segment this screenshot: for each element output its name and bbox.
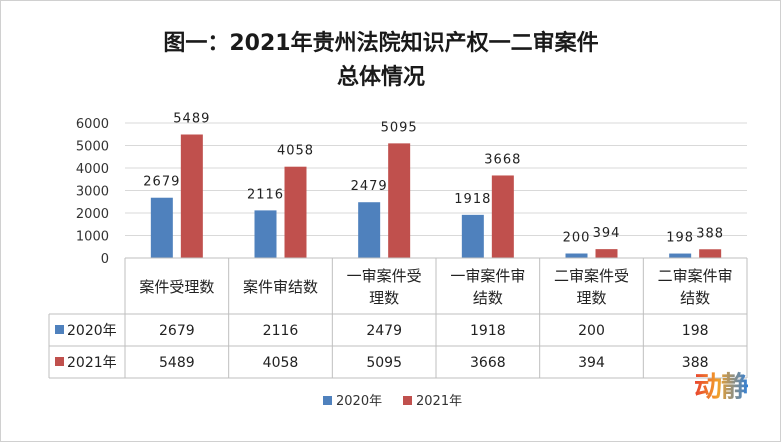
bar bbox=[595, 249, 618, 258]
y-tick-label: 6000 bbox=[76, 117, 109, 132]
table-series-name: 2020年 bbox=[67, 323, 117, 339]
legend: 2020年 2021年 bbox=[323, 394, 462, 409]
category-label: 结数 bbox=[680, 289, 710, 307]
bar bbox=[461, 214, 484, 258]
table-cell-value: 394 bbox=[578, 355, 605, 371]
category-label: 结数 bbox=[473, 289, 503, 307]
bar-value-label: 3668 bbox=[484, 152, 521, 167]
y-axis: 0 1000 2000 3000 4000 5000 6000 bbox=[76, 117, 109, 267]
legend-swatch bbox=[323, 396, 332, 405]
grid-lines bbox=[125, 122, 747, 259]
bar bbox=[699, 249, 722, 258]
category-label: 理数 bbox=[576, 289, 606, 307]
table-legend-swatch bbox=[55, 357, 64, 366]
chart-title-line-1: 图一：2021年贵州法院知识产权一二审案件 bbox=[163, 31, 599, 56]
table-cell-value: 198 bbox=[682, 323, 709, 339]
bar bbox=[358, 202, 381, 258]
watermark-logo: 动静 bbox=[694, 365, 749, 405]
y-tick-label: 3000 bbox=[76, 185, 109, 200]
chart-title-line-2: 总体情况 bbox=[336, 65, 425, 90]
bar bbox=[565, 253, 588, 258]
table-cell-value: 2679 bbox=[159, 323, 195, 339]
bar bbox=[254, 210, 277, 258]
y-tick-label: 1000 bbox=[76, 230, 109, 245]
category-label: 一审案件受 bbox=[347, 267, 422, 285]
table-cell-value: 200 bbox=[578, 323, 605, 339]
table-cell-value: 5489 bbox=[159, 355, 195, 371]
bar bbox=[150, 197, 173, 258]
y-tick-label: 4000 bbox=[76, 162, 109, 177]
table-legend-swatch bbox=[55, 325, 64, 334]
bar bbox=[669, 253, 692, 258]
legend-label: 2021年 bbox=[416, 394, 462, 409]
bar-value-label: 5489 bbox=[173, 111, 210, 126]
table-cell-value: 2479 bbox=[366, 323, 402, 339]
bar-value-label: 2479 bbox=[351, 179, 388, 194]
bar-value-label: 1918 bbox=[454, 192, 491, 207]
bar bbox=[180, 134, 203, 258]
category-label: 案件审结数 bbox=[243, 278, 318, 296]
y-tick-label: 5000 bbox=[76, 140, 109, 155]
table-cell-value: 5095 bbox=[366, 355, 402, 371]
bar-value-label: 388 bbox=[696, 226, 724, 241]
y-tick-label: 0 bbox=[101, 252, 109, 267]
category-label: 二审案件审 bbox=[658, 267, 733, 285]
bar-value-label: 2679 bbox=[143, 175, 180, 190]
data-labels: 2679 5489 2116 4058 2479 5095 1918 3668 200 394 19… bbox=[143, 111, 724, 246]
bar bbox=[491, 175, 514, 258]
table-cell-value: 1918 bbox=[470, 323, 506, 339]
category-label: 一审案件审 bbox=[450, 267, 525, 285]
chart-title: 图一：2021年贵州法院知识产权一二审案件 总体情况 bbox=[101, 27, 661, 95]
bar-value-label: 4058 bbox=[277, 144, 314, 159]
y-tick-label: 2000 bbox=[76, 207, 109, 222]
table-series-name: 2021年 bbox=[67, 355, 117, 371]
legend-swatch bbox=[403, 396, 412, 405]
category-label: 案件受理数 bbox=[139, 278, 214, 296]
bar-value-label: 198 bbox=[666, 231, 694, 246]
bar bbox=[388, 143, 411, 258]
bar-value-label: 5095 bbox=[381, 120, 418, 135]
category-label: 二审案件受 bbox=[554, 267, 629, 285]
bar-value-label: 200 bbox=[563, 231, 591, 246]
legend-label: 2020年 bbox=[336, 394, 382, 409]
table-cell-value: 2116 bbox=[263, 323, 299, 339]
table-cell-value: 4058 bbox=[263, 355, 299, 371]
table-cell-value: 388 bbox=[682, 355, 709, 371]
category-label: 理数 bbox=[369, 289, 399, 307]
bar bbox=[284, 166, 307, 258]
watermark-text: 动静 bbox=[694, 370, 749, 403]
bar-value-label: 2116 bbox=[247, 187, 284, 202]
bar-value-label: 394 bbox=[593, 226, 621, 241]
table-cell-value: 3668 bbox=[470, 355, 506, 371]
bars bbox=[150, 134, 722, 258]
